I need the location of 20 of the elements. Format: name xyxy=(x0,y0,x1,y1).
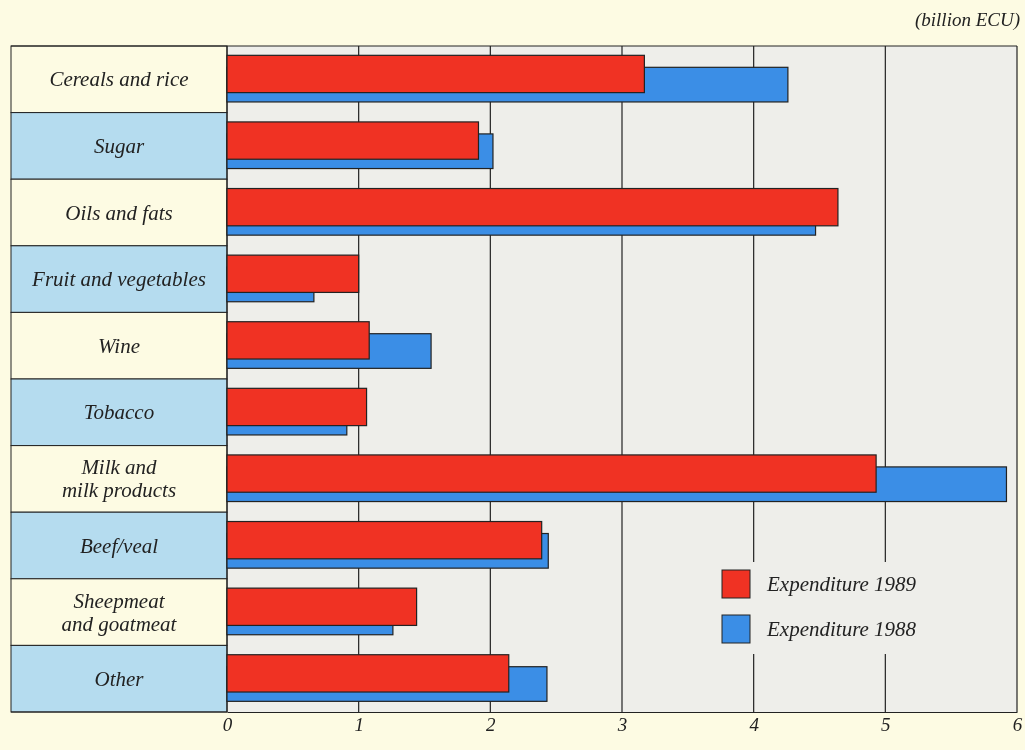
y-tick-label: Tobacco xyxy=(83,400,155,425)
x-tick-label: 3 xyxy=(616,714,628,736)
x-tick-label: 6 xyxy=(1012,714,1023,736)
y-tick-label: Fruit and vegetables xyxy=(31,267,206,292)
y-tick-label: Wine xyxy=(98,333,140,358)
x-tick-label: 0 xyxy=(222,714,233,736)
legend-label: Expenditure 1988 xyxy=(766,617,917,641)
y-tick-label: Milk and milk products xyxy=(61,455,177,503)
text: (billion ECU) xyxy=(914,9,1020,31)
x-tick-label: 4 xyxy=(749,714,760,736)
y-tick-label: Sugar xyxy=(93,133,145,158)
y-tick-label: Other xyxy=(94,666,145,691)
x-tick-label: 2 xyxy=(486,714,497,736)
x-tick-label: 5 xyxy=(881,714,891,736)
y-tick-label: Sheepmeat and goatmeat xyxy=(61,588,178,636)
y-tick-label: Cereals and rice xyxy=(49,67,189,92)
x-tick-label: 1 xyxy=(354,714,364,736)
y-tick-label: Oils and fats xyxy=(65,200,173,225)
legend-label: Expenditure 1989 xyxy=(766,572,917,596)
y-tick-label: Beef/veal xyxy=(79,533,159,558)
